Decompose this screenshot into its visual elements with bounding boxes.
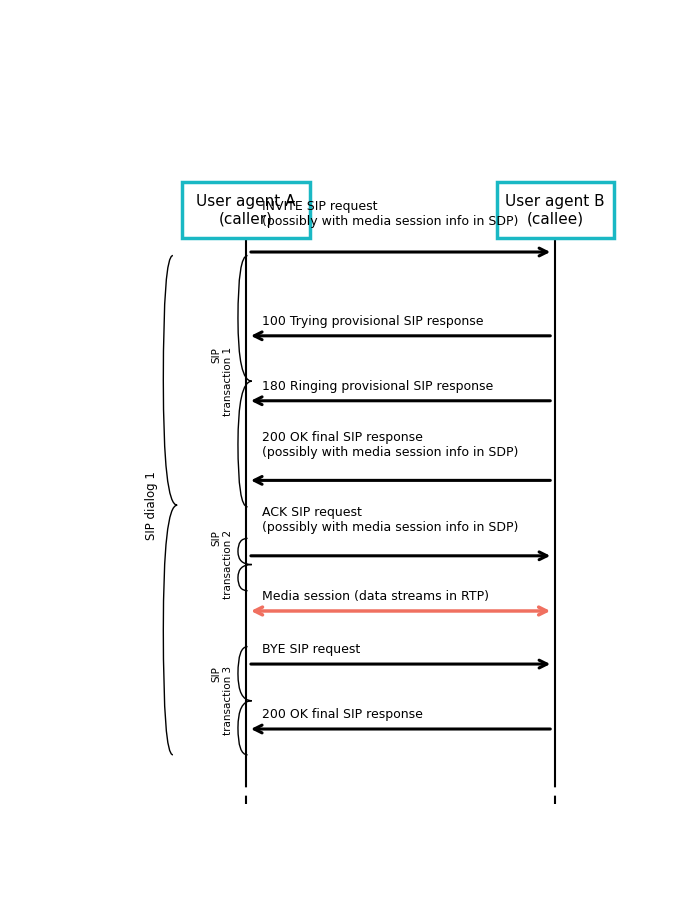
FancyBboxPatch shape [182, 182, 310, 238]
Text: 180 Ringing provisional SIP response: 180 Ringing provisional SIP response [262, 380, 493, 393]
Text: SIP
transaction 1: SIP transaction 1 [211, 346, 233, 415]
Text: BYE SIP request: BYE SIP request [262, 643, 361, 657]
Text: 200 OK final SIP response
(possibly with media session info in SDP): 200 OK final SIP response (possibly with… [262, 431, 518, 459]
Text: INVITE SIP request
(possibly with media session info in SDP): INVITE SIP request (possibly with media … [262, 200, 518, 228]
FancyBboxPatch shape [497, 182, 614, 238]
Text: SIP
transaction 2: SIP transaction 2 [211, 530, 233, 600]
Text: SIP dialog 1: SIP dialog 1 [145, 471, 158, 540]
Text: Media session (data streams in RTP): Media session (data streams in RTP) [262, 590, 489, 603]
Text: 200 OK final SIP response: 200 OK final SIP response [262, 708, 423, 721]
Text: SIP
transaction 3: SIP transaction 3 [211, 666, 233, 736]
Text: 100 Trying provisional SIP response: 100 Trying provisional SIP response [262, 315, 484, 328]
Text: ACK SIP request
(possibly with media session info in SDP): ACK SIP request (possibly with media ses… [262, 506, 518, 534]
Text: User agent B
(callee): User agent B (callee) [506, 194, 605, 227]
Text: User agent A
(caller): User agent A (caller) [196, 194, 296, 227]
